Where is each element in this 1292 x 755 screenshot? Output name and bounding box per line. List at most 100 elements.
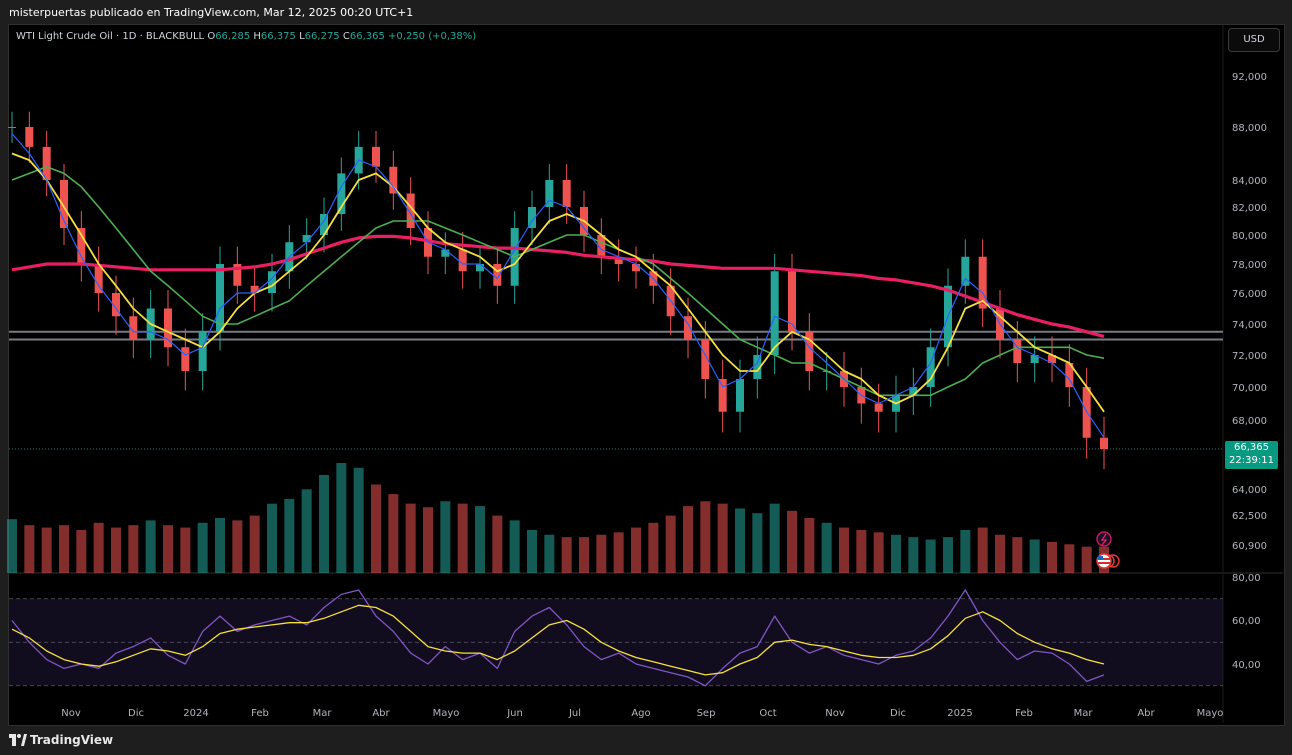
candle-body[interactable] bbox=[389, 166, 398, 194]
candle-body[interactable] bbox=[233, 264, 242, 286]
time-tick-label: Abr bbox=[1137, 708, 1155, 719]
candle-body[interactable] bbox=[164, 308, 172, 348]
volume-bar bbox=[371, 484, 381, 573]
ma-slow-line bbox=[11, 166, 1105, 397]
low-value: 66,275 bbox=[304, 31, 340, 42]
candle-body[interactable] bbox=[302, 235, 311, 243]
candle-body[interactable] bbox=[701, 339, 710, 380]
time-tick-label: Feb bbox=[251, 708, 269, 719]
candle-body[interactable] bbox=[978, 256, 987, 309]
volume-bar bbox=[752, 513, 763, 573]
candle-body[interactable] bbox=[909, 387, 918, 396]
candle-body[interactable] bbox=[112, 293, 120, 317]
candle-body[interactable] bbox=[42, 146, 51, 180]
candle-body[interactable] bbox=[77, 228, 86, 264]
candle-body[interactable] bbox=[1030, 355, 1039, 363]
volume-bar bbox=[544, 534, 555, 573]
lightning-icon[interactable] bbox=[1096, 531, 1112, 547]
candle-body[interactable] bbox=[788, 271, 796, 332]
high-label: H bbox=[253, 31, 261, 42]
candle-body[interactable] bbox=[1013, 339, 1022, 364]
candle-body[interactable] bbox=[216, 264, 224, 332]
candle-body[interactable] bbox=[614, 256, 623, 264]
flag-canton-icon bbox=[1098, 556, 1103, 560]
candle-body[interactable] bbox=[1100, 437, 1108, 449]
price-tick-label: 80,000 bbox=[1232, 231, 1267, 242]
volume-bar bbox=[353, 467, 364, 573]
time-tick-label: Oct bbox=[759, 708, 776, 719]
volume-bar bbox=[665, 515, 676, 573]
last-price-value: 66,365 bbox=[1234, 442, 1269, 453]
candle-body[interactable] bbox=[926, 347, 935, 387]
price-tick-label: 76,000 bbox=[1232, 289, 1267, 300]
volume-bar bbox=[267, 503, 277, 573]
price-tick-label: 84,000 bbox=[1232, 176, 1267, 187]
volume-bar bbox=[284, 498, 295, 573]
candle-body[interactable] bbox=[597, 235, 606, 257]
volume-bar bbox=[163, 525, 173, 573]
time-tick-label: Mar bbox=[1074, 708, 1094, 719]
candle-body[interactable] bbox=[528, 207, 536, 228]
candle-body[interactable] bbox=[632, 264, 640, 272]
candle-body[interactable] bbox=[250, 285, 259, 293]
flag-stripe-icon bbox=[1098, 558, 1110, 560]
candle-body[interactable] bbox=[961, 256, 970, 286]
time-tick-label: 2025 bbox=[947, 708, 972, 719]
volume-bar bbox=[59, 525, 69, 573]
candle-body[interactable] bbox=[60, 180, 68, 228]
volume-bar bbox=[301, 489, 312, 573]
volume-bar bbox=[735, 508, 745, 573]
volume-bar bbox=[128, 525, 139, 573]
candle-body[interactable] bbox=[1065, 363, 1074, 387]
price-tick-label: 60,900 bbox=[1232, 541, 1267, 552]
volume-bar bbox=[995, 534, 1005, 573]
candle-body[interactable] bbox=[268, 271, 276, 293]
time-tick-label: Jul bbox=[568, 708, 581, 719]
price-tick-label: 70,000 bbox=[1232, 383, 1267, 394]
low-label: L bbox=[299, 31, 305, 42]
currency-button[interactable]: USD bbox=[1228, 28, 1280, 52]
candle-body[interactable] bbox=[198, 331, 207, 371]
candle-body[interactable] bbox=[736, 379, 744, 412]
candle-body[interactable] bbox=[476, 264, 484, 272]
time-tick-label: Jun bbox=[506, 708, 523, 719]
candle-body[interactable] bbox=[320, 214, 328, 235]
candle-body[interactable] bbox=[25, 127, 34, 147]
candle-body[interactable] bbox=[337, 173, 346, 214]
volume-bar bbox=[423, 507, 433, 573]
candle-body[interactable] bbox=[129, 316, 138, 340]
candle-body[interactable] bbox=[874, 403, 883, 412]
time-tick-label: 2024 bbox=[183, 708, 208, 719]
candle-body[interactable] bbox=[770, 271, 779, 355]
volume-bar bbox=[873, 532, 884, 573]
candle-body[interactable] bbox=[684, 316, 692, 340]
candle-body[interactable] bbox=[718, 379, 727, 412]
candle-body[interactable] bbox=[753, 355, 762, 379]
candle-body[interactable] bbox=[805, 331, 814, 371]
candle-body[interactable] bbox=[458, 249, 467, 272]
volume-bar bbox=[145, 520, 156, 573]
candle-body[interactable] bbox=[562, 180, 571, 207]
candle-body[interactable] bbox=[493, 264, 502, 286]
volume-bar bbox=[561, 537, 572, 573]
candle-body[interactable] bbox=[1048, 355, 1056, 363]
candle-body[interactable] bbox=[372, 146, 380, 167]
volume-bar bbox=[336, 463, 347, 573]
rsi-tick-label: 60,00 bbox=[1232, 616, 1261, 627]
candle-body[interactable] bbox=[406, 193, 415, 229]
time-tick-label: Nov bbox=[825, 708, 845, 719]
candle-body[interactable] bbox=[545, 180, 554, 207]
candle-body[interactable] bbox=[181, 347, 190, 371]
rsi-line bbox=[11, 589, 1105, 687]
time-tick-label: Mayo bbox=[433, 708, 460, 719]
volume-bar bbox=[787, 510, 797, 573]
volume-bar bbox=[891, 534, 901, 573]
change-value: +0,250 (+0,38%) bbox=[388, 31, 477, 42]
candle-body[interactable] bbox=[441, 249, 450, 257]
volume-bar bbox=[1012, 537, 1023, 573]
candle-body[interactable] bbox=[94, 264, 103, 293]
symbol-legend[interactable]: WTI Light Crude Oil · 1D · BLACKBULL O66… bbox=[16, 31, 476, 42]
volume-bar bbox=[613, 532, 624, 573]
candle-body[interactable] bbox=[8, 127, 16, 128]
